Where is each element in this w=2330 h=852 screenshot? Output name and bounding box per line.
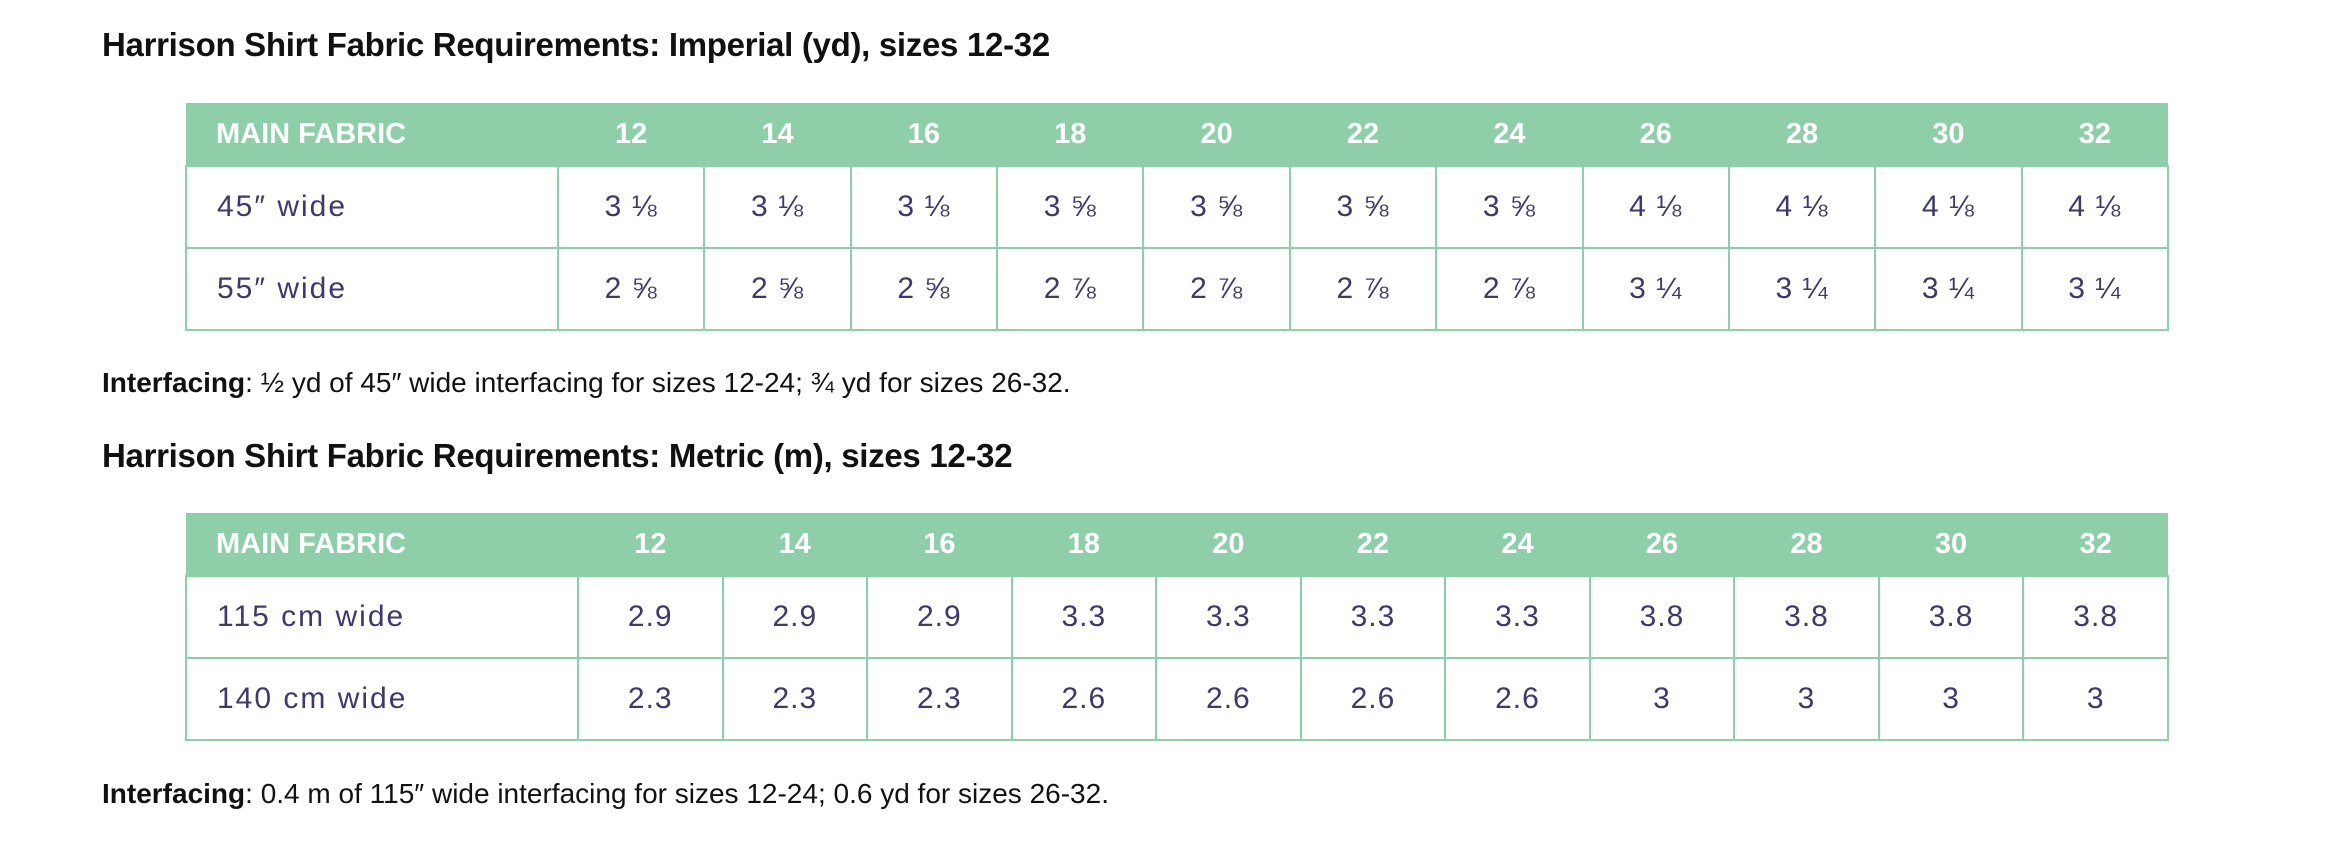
note-text: : ½ yd of 45″ wide interfacing for sizes… [245, 367, 1071, 398]
section-title: Harrison Shirt Fabric Requirements: Metr… [102, 437, 1013, 474]
cell: 3 ¼ [1727, 247, 1877, 331]
cell: 4 ⅛ [1727, 165, 1877, 249]
header-cell: MAIN FABRIC [186, 103, 558, 166]
cell: 4 ⅛ [1874, 165, 2023, 249]
fabric-table: MAIN FABRIC 12 14 16 18 20 22 24 26 28 30 32 115 cm … [185, 513, 2169, 741]
header-cell: 30 [1878, 513, 2024, 576]
cell: 2.6 [1444, 657, 1591, 741]
header-cell: 20 [1143, 103, 1290, 166]
cell: 3 [1733, 657, 1880, 741]
header-row: MAIN FABRIC 12 14 16 18 20 22 24 26 28 30 32 [186, 513, 2168, 576]
cell: 2 ⅞ [1142, 247, 1291, 331]
cell: 2 ⅝ [849, 247, 999, 331]
cell: 2.3 [577, 657, 724, 741]
row-label: 140 cm wide [185, 657, 579, 741]
header-cell: 26 [1589, 513, 1735, 576]
header-cell: 16 [867, 513, 1012, 576]
cell: 3 ⅛ [849, 165, 999, 249]
row-label: 45″ wide [185, 165, 559, 249]
cell: 3 ¼ [1874, 247, 2023, 331]
header-cell: 28 [1728, 103, 1876, 166]
cell: 2.9 [866, 575, 1013, 659]
header-cell: 12 [578, 513, 723, 576]
cell: 2.9 [577, 575, 724, 659]
header-cell: 22 [1300, 513, 1446, 576]
cell: 2 ⅝ [556, 247, 706, 331]
cell: 2.6 [1010, 657, 1158, 741]
cell: 2.3 [721, 657, 869, 741]
cell: 3 ⅛ [703, 165, 852, 249]
cell: 2.3 [866, 657, 1013, 741]
header-cell: 18 [1011, 513, 1157, 576]
cell: 2 ⅝ [703, 247, 852, 331]
note-text: : 0.4 m of 115″ wide interfacing for siz… [245, 778, 1109, 809]
cell: 3 [2022, 657, 2169, 741]
header-cell: 20 [1156, 513, 1301, 576]
table-head: MAIN FABRIC 12 14 16 18 20 22 24 26 28 30 32 [186, 513, 2168, 576]
header-cell: 12 [558, 103, 705, 166]
cell: 3 ¼ [1581, 247, 1730, 331]
cell: 2 ⅞ [1435, 247, 1584, 331]
cell: 3.8 [1877, 575, 2025, 659]
header-cell: 14 [722, 513, 868, 576]
table-row: 140 cm wide 2.3 2.3 2.3 2.6 2.6 2.6 2.6 3 3 3 3 [185, 657, 2169, 741]
cell: 4 ⅛ [2020, 165, 2170, 249]
table-body: 115 cm wide 2.9 2.9 2.9 3.3 3.3 3.3 3.3 3.8 3.8 3.… [185, 575, 2169, 741]
note: Interfacing: ½ yd of 45″ wide interfacin… [102, 367, 1071, 399]
header-cell: 26 [1582, 103, 1729, 166]
header-cell: 24 [1436, 103, 1583, 166]
cell: 2.9 [721, 575, 869, 659]
cell: 3 ⅝ [996, 165, 1145, 249]
cell: 3 [1588, 657, 1736, 741]
header-row: MAIN FABRIC 12 14 16 18 20 22 24 26 28 30 32 [186, 103, 2168, 166]
cell: 3 ⅝ [1142, 165, 1291, 249]
fabric-table: MAIN FABRIC 12 14 16 18 20 22 24 26 28 30 32 45″ wid… [185, 103, 2170, 331]
header-cell: 28 [1734, 513, 1879, 576]
header-cell: 24 [1445, 513, 1590, 576]
header-cell: 30 [1875, 103, 2022, 166]
cell: 3 ⅛ [556, 165, 706, 249]
section-title: Harrison Shirt Fabric Requirements: Impe… [102, 26, 1050, 63]
header-cell: 32 [2021, 103, 2168, 166]
cell: 4 ⅛ [1581, 165, 1730, 249]
header-cell: 14 [704, 103, 851, 166]
table-head: MAIN FABRIC 12 14 16 18 20 22 24 26 28 30 32 [186, 103, 2168, 166]
cell: 2 ⅞ [1288, 247, 1438, 331]
cell: 3 ⅝ [1288, 165, 1438, 249]
note-label: Interfacing [102, 778, 246, 809]
note: Interfacing: 0.4 m of 115″ wide interfac… [102, 778, 1109, 810]
cell: 3.3 [1010, 575, 1158, 659]
cell: 2.6 [1299, 657, 1447, 741]
header-cell: 18 [997, 103, 1144, 166]
header-cell: MAIN FABRIC [186, 513, 578, 576]
header-cell: 22 [1289, 103, 1437, 166]
row-label: 115 cm wide [185, 575, 579, 659]
cell: 3 ¼ [2020, 247, 2170, 331]
cell: 3.3 [1299, 575, 1447, 659]
row-label: 55″ wide [185, 247, 559, 331]
cell: 3.3 [1444, 575, 1591, 659]
header-cell: 32 [2023, 513, 2168, 576]
cell: 3.8 [1588, 575, 1736, 659]
cell: 3 ⅝ [1435, 165, 1584, 249]
cell: 3.3 [1155, 575, 1302, 659]
header-cell: 16 [850, 103, 998, 166]
cell: 3.8 [2022, 575, 2169, 659]
cell: 3 [1877, 657, 2025, 741]
cell: 3.8 [1733, 575, 1880, 659]
cell: 2 ⅞ [996, 247, 1145, 331]
table-row: 115 cm wide 2.9 2.9 2.9 3.3 3.3 3.3 3.3 3.8 3.8 3.… [185, 575, 2169, 659]
note-label: Interfacing [102, 367, 246, 398]
cell: 2.6 [1155, 657, 1302, 741]
